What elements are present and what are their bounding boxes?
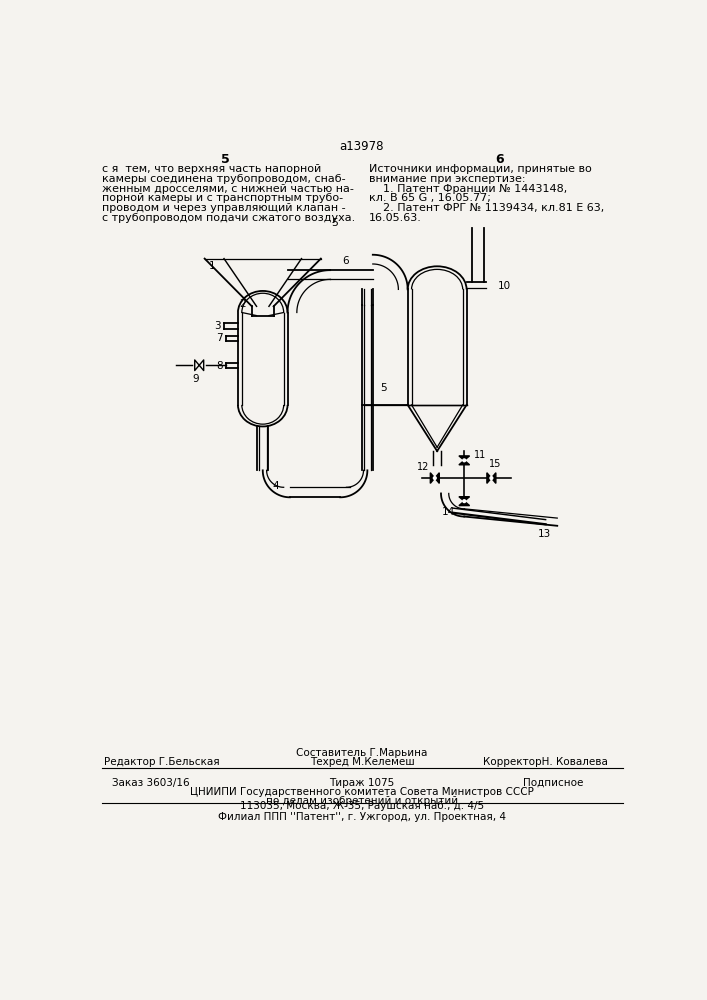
Text: по делам изобретений и открытий: по делам изобретений и открытий: [266, 796, 458, 806]
Text: 12: 12: [417, 462, 429, 472]
Text: камеры соединена трубопроводом, снаб-: камеры соединена трубопроводом, снаб-: [103, 174, 346, 184]
Text: 4: 4: [272, 481, 279, 491]
Polygon shape: [459, 501, 469, 506]
Text: 1: 1: [209, 261, 216, 271]
Text: 2. Патент ФРГ № 1139434, кл.81 Е 63,: 2. Патент ФРГ № 1139434, кл.81 Е 63,: [369, 203, 604, 213]
Text: Тираж 1075: Тираж 1075: [329, 778, 395, 788]
Text: а13978: а13978: [339, 140, 384, 153]
Text: 11: 11: [474, 450, 486, 460]
Text: 113035, Москва, Ж-35, Раушская наб., д. 4/5: 113035, Москва, Ж-35, Раушская наб., д. …: [240, 801, 484, 811]
Polygon shape: [431, 473, 435, 483]
Text: 6: 6: [342, 256, 349, 266]
Text: Подписное: Подписное: [523, 778, 583, 788]
Text: с я  тем, что верхняя часть напорной: с я тем, что верхняя часть напорной: [103, 164, 322, 174]
Text: женным дросселями, с нижней частью на-: женным дросселями, с нижней частью на-: [103, 184, 354, 194]
Text: 1. Патент Франции № 1443148,: 1. Патент Франции № 1443148,: [369, 184, 567, 194]
Text: 7: 7: [216, 333, 223, 343]
Text: КорректорН. Ковалева: КорректорН. Ковалева: [483, 757, 608, 767]
Text: 5: 5: [221, 153, 230, 166]
Text: 16.05.63.: 16.05.63.: [369, 213, 422, 223]
Circle shape: [463, 500, 466, 503]
Text: 15: 15: [489, 459, 501, 469]
Polygon shape: [459, 456, 469, 460]
Text: внимание при экспертизе:: внимание при экспертизе:: [369, 174, 525, 184]
Text: кл. В 65 G , 16.05.77;: кл. В 65 G , 16.05.77;: [369, 193, 491, 203]
Text: Заказ 3603/16: Заказ 3603/16: [112, 778, 189, 788]
Text: ЦНИИПИ Государственного комитета Совета Министров СССР: ЦНИИПИ Государственного комитета Совета …: [190, 787, 534, 797]
Text: 5: 5: [380, 383, 387, 393]
Text: 13: 13: [538, 529, 551, 539]
Polygon shape: [435, 473, 439, 483]
Text: порной камеры и с транспортным трубо-: порной камеры и с транспортным трубо-: [103, 193, 344, 203]
Text: 3: 3: [214, 321, 221, 331]
Text: 5: 5: [332, 218, 338, 228]
Text: 8: 8: [216, 361, 223, 371]
Text: с трубопроводом подачи сжатого воздуха.: с трубопроводом подачи сжатого воздуха.: [103, 213, 356, 223]
Text: 2: 2: [239, 299, 246, 309]
Circle shape: [433, 477, 436, 479]
Text: 10: 10: [498, 281, 510, 291]
Text: Техред М.Келемеш: Техред М.Келемеш: [310, 757, 414, 767]
Text: проводом и через управляющий клапан -: проводом и через управляющий клапан -: [103, 203, 346, 213]
Text: 6: 6: [495, 153, 503, 166]
Circle shape: [490, 477, 493, 479]
Text: Редактор Г.Бельская: Редактор Г.Бельская: [104, 757, 220, 767]
Text: Источники информации, принятые во: Источники информации, принятые во: [369, 164, 592, 174]
Text: 14: 14: [442, 507, 455, 517]
Polygon shape: [491, 473, 496, 483]
Polygon shape: [459, 497, 469, 501]
Text: Составитель Г.Марьина: Составитель Г.Марьина: [296, 748, 428, 758]
Text: 9: 9: [192, 374, 199, 384]
Text: Филиал ППП ''Патент'', г. Ужгород, ул. Проектная, 4: Филиал ППП ''Патент'', г. Ужгород, ул. П…: [218, 812, 506, 822]
Polygon shape: [459, 460, 469, 465]
Polygon shape: [487, 473, 491, 483]
Circle shape: [463, 459, 466, 462]
